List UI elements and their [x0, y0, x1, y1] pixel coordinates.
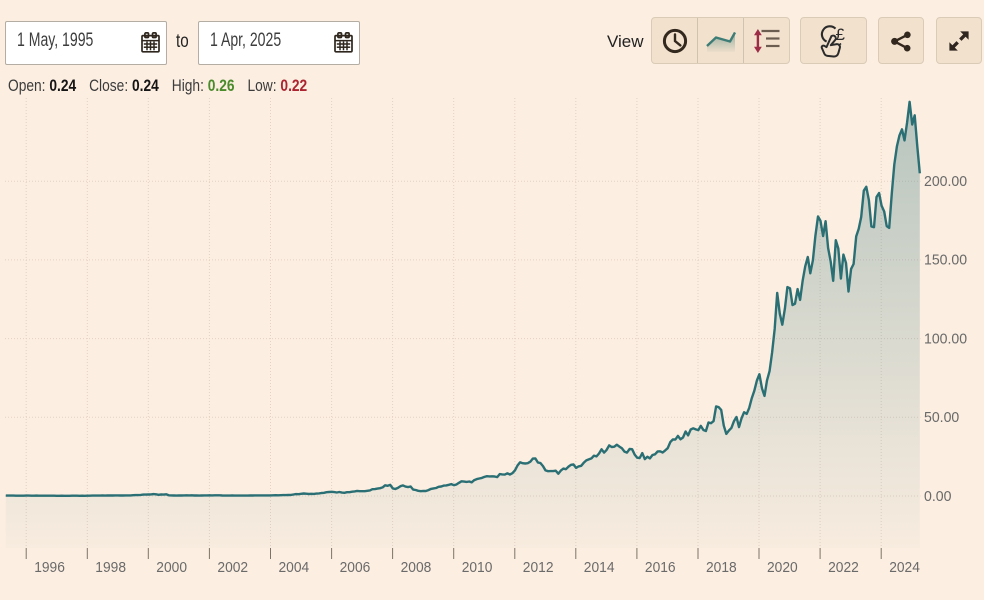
svg-text:2020: 2020	[767, 560, 798, 577]
svg-text:1998: 1998	[95, 560, 126, 577]
svg-text:2008: 2008	[401, 560, 432, 577]
svg-text:2016: 2016	[645, 560, 676, 577]
svg-text:50.00: 50.00	[924, 410, 959, 426]
svg-text:2000: 2000	[156, 560, 187, 577]
svg-text:2024: 2024	[889, 560, 920, 577]
svg-text:2004: 2004	[279, 560, 310, 577]
svg-text:100.00: 100.00	[924, 331, 967, 347]
svg-text:2012: 2012	[523, 560, 554, 577]
svg-text:2022: 2022	[828, 560, 859, 577]
svg-text:2002: 2002	[217, 560, 248, 577]
svg-text:2018: 2018	[706, 560, 737, 577]
svg-text:2010: 2010	[462, 560, 493, 577]
svg-text:200.00: 200.00	[924, 174, 967, 190]
svg-text:0.00: 0.00	[924, 488, 951, 504]
svg-text:£: £	[835, 25, 845, 44]
svg-text:2006: 2006	[340, 560, 371, 577]
svg-text:150.00: 150.00	[924, 252, 967, 268]
svg-text:2014: 2014	[584, 560, 615, 577]
svg-text:1996: 1996	[34, 560, 65, 577]
